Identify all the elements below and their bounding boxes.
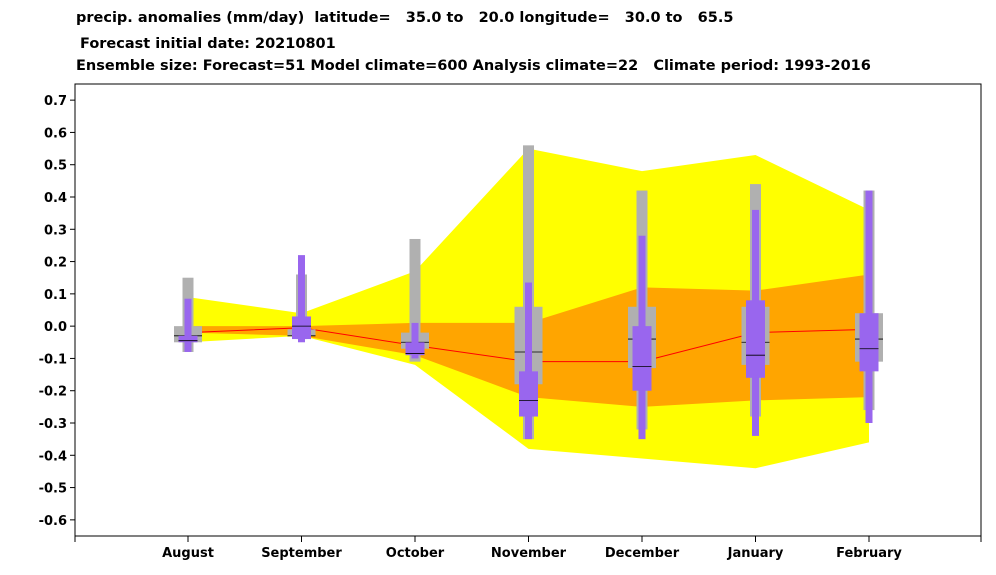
y-tick-label: 0.6 xyxy=(44,126,67,141)
x-tick-label: December xyxy=(605,546,680,561)
forecast-box xyxy=(519,371,538,417)
x-tick-label: October xyxy=(386,546,445,561)
y-tick-label: 0.3 xyxy=(44,223,67,238)
forecast-whisker xyxy=(184,298,192,352)
y-tick-label: 0.1 xyxy=(44,288,67,303)
chart-title-line-2: Forecast initial date: 20210801 xyxy=(80,36,336,52)
forecast-box xyxy=(178,335,198,343)
chart-title-line-3: Ensemble size: Forecast=51 Model climate… xyxy=(76,58,871,74)
chart-title-line-1: precip. anomalies (mm/day) latitude= 35.… xyxy=(76,10,734,26)
forecast-whisker xyxy=(525,282,532,440)
y-tick-label: 0.2 xyxy=(44,256,67,271)
x-tick-label: November xyxy=(491,546,567,561)
x-tick-label: September xyxy=(261,546,342,561)
forecast-whisker xyxy=(411,322,419,359)
x-tick-label: August xyxy=(162,546,214,561)
forecast-box xyxy=(746,300,765,378)
y-tick-label: -0.2 xyxy=(39,385,67,400)
y-tick-label: -0.5 xyxy=(39,482,67,497)
forecast-box xyxy=(292,316,311,340)
forecast-whisker xyxy=(298,255,305,343)
x-tick-label: January xyxy=(727,546,784,561)
forecast-box xyxy=(405,342,425,356)
y-tick-label: -0.3 xyxy=(39,417,67,432)
y-tick-label: -0.1 xyxy=(39,352,67,367)
y-tick-label: -0.6 xyxy=(39,514,67,529)
model-climate-whisker xyxy=(409,238,421,362)
y-tick-label: 0.7 xyxy=(44,94,67,109)
forecast-whisker xyxy=(865,190,873,423)
y-tick-label: 0.0 xyxy=(44,320,67,335)
forecast-box xyxy=(859,313,879,372)
y-tick-label: 0.4 xyxy=(44,191,67,206)
y-tick-label: 0.5 xyxy=(44,159,67,174)
x-tick-label: February xyxy=(836,546,902,561)
forecast-box xyxy=(632,326,652,391)
y-tick-label: -0.4 xyxy=(39,449,67,464)
